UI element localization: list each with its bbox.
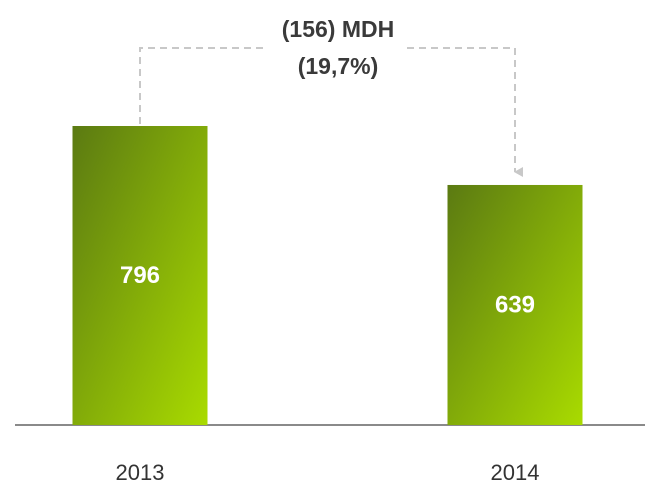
x-tick-label: 2013 <box>116 460 165 485</box>
x-tick-label: 2014 <box>491 460 540 485</box>
value-label: 796 <box>120 262 160 289</box>
connector-right <box>407 47 523 177</box>
annotation-line: (19,7%) <box>298 53 379 79</box>
bar <box>447 184 583 425</box>
bar <box>72 126 208 425</box>
value-label: 639 <box>495 291 535 318</box>
annotation-line: (156) MDH <box>282 16 394 42</box>
connector-left <box>139 47 268 124</box>
